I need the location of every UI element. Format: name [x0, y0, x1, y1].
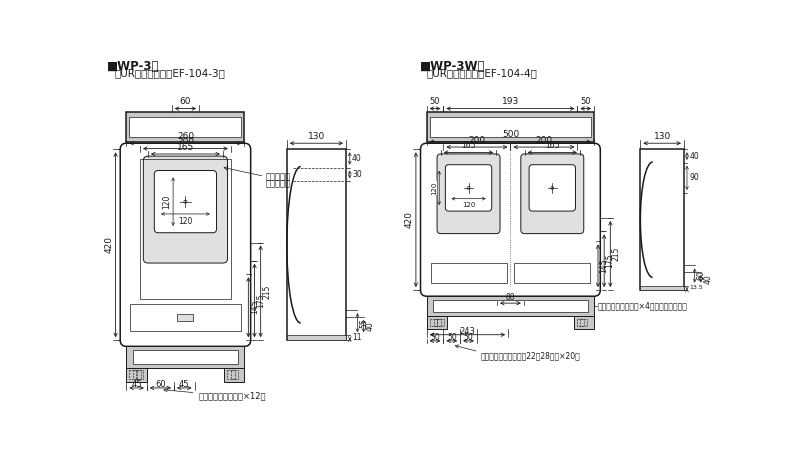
Text: 50: 50 [430, 334, 440, 342]
Bar [130, 370, 137, 379]
Text: 193: 193 [501, 97, 519, 106]
Bar [580, 319, 587, 326]
Bar [126, 368, 147, 382]
Text: 130: 130 [308, 132, 325, 141]
FancyBboxPatch shape [120, 143, 250, 346]
Bar [130, 304, 241, 331]
Bar [430, 319, 437, 326]
Text: 55: 55 [360, 318, 369, 328]
Bar [430, 117, 591, 137]
Text: ■WP-3型: ■WP-3型 [107, 60, 160, 73]
Bar [427, 112, 595, 142]
Text: 200: 200 [468, 136, 485, 145]
FancyBboxPatch shape [420, 143, 600, 296]
Text: 30: 30 [352, 170, 362, 179]
Bar [427, 296, 595, 316]
FancyBboxPatch shape [529, 165, 575, 211]
Bar [427, 316, 447, 328]
Text: 通線用ノックアウト（22、28用）×20ヶ: 通線用ノックアウト（22、28用）×20ヶ [480, 352, 580, 361]
Text: 自由取外し: 自由取外し [266, 172, 291, 182]
Text: 45: 45 [179, 381, 190, 389]
Bar [287, 149, 346, 340]
Bar [224, 368, 245, 382]
Bar [641, 286, 684, 290]
Text: 165: 165 [545, 141, 560, 150]
Bar [177, 314, 194, 322]
Bar [642, 270, 682, 283]
Bar [227, 370, 235, 379]
Text: 13.5: 13.5 [689, 285, 703, 290]
Bar [126, 112, 245, 142]
Text: 40: 40 [689, 152, 699, 161]
Text: 防止ビス穴: 防止ビス穴 [266, 179, 291, 188]
Text: 420: 420 [104, 236, 113, 253]
Text: 50: 50 [463, 334, 473, 342]
Bar [434, 319, 441, 326]
Bar [578, 319, 584, 326]
FancyBboxPatch shape [143, 156, 228, 263]
Bar [130, 117, 241, 137]
Text: ■WP-3W型: ■WP-3W型 [420, 60, 485, 73]
Text: 120: 120 [178, 217, 193, 226]
Text: 40: 40 [703, 274, 712, 284]
Text: 175: 175 [256, 293, 265, 308]
Bar [126, 346, 245, 368]
Text: 175: 175 [606, 254, 615, 268]
Text: 260: 260 [177, 132, 194, 141]
Bar [133, 350, 238, 364]
Text: 50: 50 [430, 97, 441, 106]
Text: 200: 200 [535, 136, 552, 145]
Text: 40: 40 [352, 154, 362, 163]
Bar [287, 335, 346, 340]
Text: 165: 165 [177, 143, 194, 152]
Text: 45: 45 [131, 381, 142, 389]
Text: （UR都市機構仕様EF-104-4）: （UR都市機構仕様EF-104-4） [427, 68, 538, 78]
FancyBboxPatch shape [446, 165, 492, 211]
Text: 50: 50 [447, 334, 457, 342]
Text: 120: 120 [431, 181, 437, 195]
Bar [514, 263, 590, 283]
Text: 243: 243 [459, 327, 475, 336]
Text: 215: 215 [262, 284, 271, 298]
Text: 200: 200 [177, 137, 194, 146]
FancyBboxPatch shape [437, 154, 500, 234]
Bar [133, 370, 141, 379]
Bar [574, 316, 595, 328]
Text: 130: 130 [654, 132, 671, 141]
FancyBboxPatch shape [521, 154, 584, 234]
Text: 11: 11 [352, 334, 361, 342]
FancyBboxPatch shape [155, 170, 216, 233]
Text: 90: 90 [689, 173, 699, 182]
Text: 60: 60 [156, 381, 166, 389]
Bar [231, 370, 238, 379]
Bar [437, 319, 444, 326]
Bar [140, 158, 231, 299]
Text: 40: 40 [366, 321, 375, 331]
Text: 500: 500 [501, 130, 519, 140]
Text: 120: 120 [162, 195, 171, 209]
Text: 60: 60 [180, 97, 191, 106]
Bar [641, 149, 684, 290]
Text: 120: 120 [462, 202, 475, 208]
Text: 60: 60 [697, 271, 706, 280]
Text: 通線用ノックアウト×12ヶ: 通線用ノックアウト×12ヶ [164, 389, 266, 401]
Text: 145: 145 [599, 259, 608, 273]
Text: 50: 50 [581, 97, 591, 106]
Text: 145: 145 [249, 300, 259, 315]
Text: 420: 420 [404, 211, 414, 228]
Bar [288, 315, 344, 334]
Text: 80: 80 [505, 292, 515, 302]
Bar [431, 263, 506, 283]
Bar [135, 370, 143, 379]
Text: 215: 215 [612, 247, 620, 261]
Bar [433, 300, 588, 312]
Text: 通線用ノックアウト×4ヶ（カバー下側）: 通線用ノックアウト×4ヶ（カバー下側） [598, 302, 688, 311]
Text: 165: 165 [461, 141, 475, 150]
Text: （UR都市機構仕様EF-104-3）: （UR都市機構仕様EF-104-3） [114, 68, 225, 78]
